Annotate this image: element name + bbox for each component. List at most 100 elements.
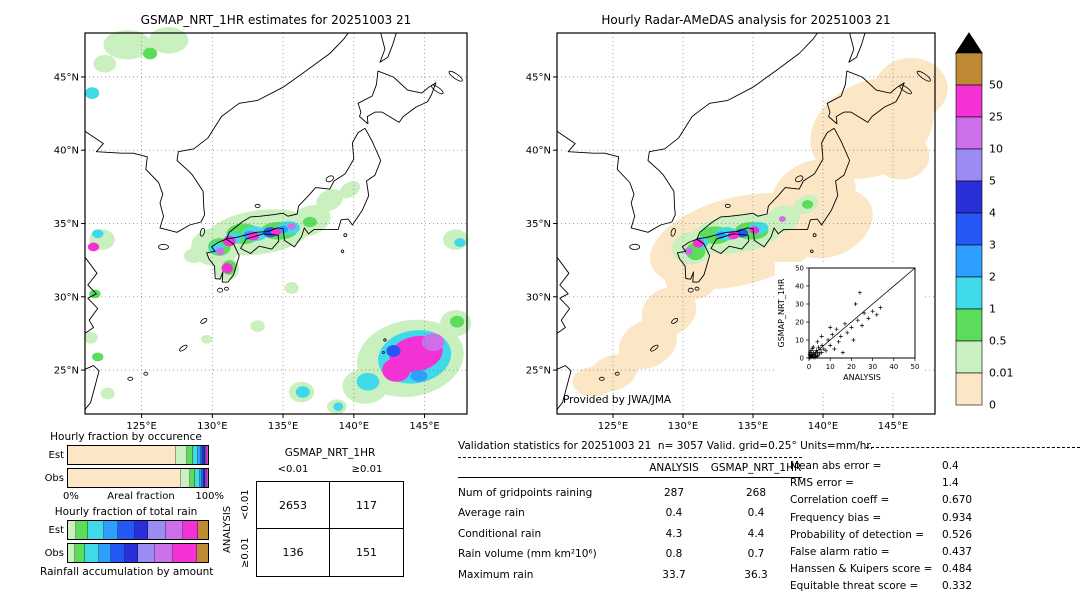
tick-label: 40°N xyxy=(526,146,551,157)
stat-label: Average rain xyxy=(458,507,525,519)
bar-segment-light_blue xyxy=(104,521,119,539)
bar-segment-light_blue xyxy=(198,446,201,464)
stat-value-gsmap: 0.7 xyxy=(747,548,765,560)
validation-title: Validation statistics for 20251003 21 n=… xyxy=(458,440,874,452)
bar-segment-lavender xyxy=(204,446,207,464)
tick-label: 30°N xyxy=(54,292,79,303)
validation-table: ANALYSIS GSMAP_NRT_1HR Num of gridpoints… xyxy=(458,462,802,581)
bar-segment-dark_blue xyxy=(203,446,205,464)
contingency-col-labels: <0.01 ≥0.01 xyxy=(256,464,404,475)
bar-row-label: Est xyxy=(48,524,64,536)
colorbar-segments xyxy=(955,52,983,406)
stacked-bar xyxy=(67,468,209,488)
stat-value-analysis: 33.7 xyxy=(662,568,686,581)
stat-label: Maximum rain xyxy=(458,568,534,581)
tick-label: 10 xyxy=(795,337,804,345)
score-label: False alarm ratio = xyxy=(790,545,890,558)
fraction-bar-row: Obs xyxy=(40,543,212,563)
stat-label: Num of gridpoints raining xyxy=(458,486,593,499)
score-value: 0.437 xyxy=(942,545,973,558)
row-label-below: <0.01 xyxy=(240,489,251,521)
gsmap-estimate-map: 125°E 130°E 135°E 140°E 145°E 45°N 40°N 35°N 30°… xyxy=(54,27,472,432)
score-line: Mean abs error = 0.4 xyxy=(790,460,1080,472)
stat-label: Conditional rain xyxy=(458,527,542,540)
bar-segment-pale_green xyxy=(68,521,77,539)
bar-segment-blue xyxy=(201,469,204,487)
tick-label: 50 xyxy=(795,265,804,273)
bar-segment-blue xyxy=(200,446,204,464)
tick-label: 35°N xyxy=(526,219,551,230)
score-label: Hanssen & Kuipers score = xyxy=(790,563,933,576)
bar-segment-lavender xyxy=(205,469,207,487)
score-value: 0.332 xyxy=(942,580,973,593)
bar-segment-orchid xyxy=(165,521,183,539)
bar-segment-orchid xyxy=(206,469,208,487)
bar-segment-light_blue xyxy=(98,544,112,562)
bar-segment-dark_blue xyxy=(135,521,148,539)
axis-ticks: 125°E 130°E 135°E 140°E 145°E 45°N 40°N 35°N 30°… xyxy=(526,72,908,432)
inset-x-label: ANALYSIS xyxy=(843,373,881,382)
tick-label: 40°N xyxy=(54,146,79,157)
bar-segment-light_blue xyxy=(199,469,202,487)
scatter-inset: 00 10 10 20 20 30 30 40 40 50 50 ANALYSIS GSMAP_NRT_… xyxy=(775,262,925,390)
bar-segment-magenta xyxy=(207,469,208,487)
rain-raster xyxy=(572,57,948,397)
bar-row-label: Est xyxy=(48,449,64,461)
tick-label: 10 xyxy=(989,143,1003,156)
tick-label: 50 xyxy=(911,363,920,371)
tick-label: 45°N xyxy=(54,72,79,83)
row-label-above: ≥0.01 xyxy=(240,537,251,569)
score-value: 0.670 xyxy=(942,494,973,507)
tick-label: 50 xyxy=(989,79,1003,92)
bar-segment-brown xyxy=(196,544,208,562)
tick-label: 145°E xyxy=(409,421,439,432)
score-line: Probability of detection = 0.526 xyxy=(790,529,1080,541)
tick-label: 20 xyxy=(795,319,804,327)
score-line: Frequency bias = 0.934 xyxy=(790,512,1080,524)
bar-segment-green xyxy=(75,544,85,562)
score-line: False alarm ratio = 0.437 xyxy=(790,546,1080,558)
tick-label: 1 xyxy=(989,303,996,316)
score-label: Mean abs error = xyxy=(790,460,882,472)
bar-segment-cyan xyxy=(193,446,199,464)
score-value: 0.526 xyxy=(942,528,973,541)
fraction-bar-row: Est xyxy=(40,445,212,465)
overflow-triangle xyxy=(955,32,983,54)
contingency-table: 2653 117 136 151 xyxy=(256,481,404,577)
score-line: Correlation coeff = 0.670 xyxy=(790,494,1080,506)
bar-segment-blue xyxy=(118,521,136,539)
total-rain-title: Hourly fraction of total rain xyxy=(54,506,198,518)
bar-segment-brown xyxy=(198,521,208,539)
axis-min-label: 0% xyxy=(63,491,79,502)
tick-label: 5 xyxy=(989,175,996,188)
tick-label: 25 xyxy=(989,111,1003,124)
bar-segment-orchid xyxy=(154,544,173,562)
fraction-panels: Hourly fraction by occurence Est Obs 0% A… xyxy=(40,430,224,580)
axis-max-label: 100% xyxy=(195,491,224,502)
occurrence-title: Hourly fraction by occurence xyxy=(50,431,202,443)
bar-segment-dark_blue xyxy=(203,469,206,487)
fraction-bar-row: Obs xyxy=(40,468,212,488)
fraction-bar-row: Est xyxy=(40,520,212,540)
tick-label: 30 xyxy=(868,363,877,371)
contingency-cell-yn: 136 xyxy=(257,529,330,576)
score-label: Equitable threat score = xyxy=(790,580,919,593)
tick-label: 0.01 xyxy=(989,367,1014,380)
divider-dashed xyxy=(866,447,1080,448)
colorbar-labels: 0 0.01 0.5 1 2 3 4 5 10 25 50 xyxy=(989,79,1014,412)
coastlines xyxy=(556,32,931,410)
tick-label: 0 xyxy=(989,399,996,412)
score-label: Probability of detection = xyxy=(790,528,925,541)
contingency-col-title: GSMAP_NRT_1HR xyxy=(284,447,376,459)
bar-row-label: Obs xyxy=(44,472,64,484)
validation-stat-row: Num of gridpoints raining 287 268 xyxy=(458,487,802,499)
tick-label: 25°N xyxy=(526,366,551,377)
validation-table-rows: Num of gridpoints raining 287 268 Average r… xyxy=(458,487,802,581)
tick-label: 125°E xyxy=(126,421,156,432)
coastlines xyxy=(84,32,463,410)
stat-value-analysis: 4.3 xyxy=(665,527,683,540)
tick-label: 130°E xyxy=(197,421,227,432)
stat-value-gsmap: 4.4 xyxy=(747,527,765,540)
bar-segment-magenta xyxy=(172,544,197,562)
inset-frame xyxy=(808,267,916,359)
